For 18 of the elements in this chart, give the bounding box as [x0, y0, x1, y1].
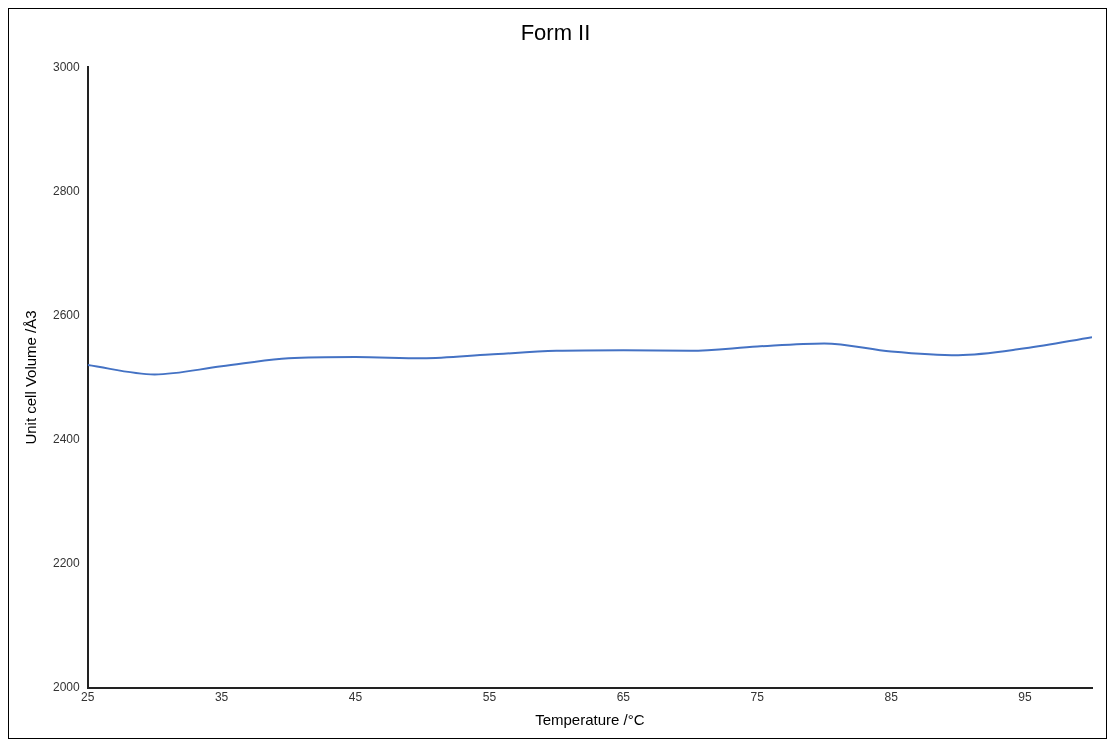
- x-tick-label: 95: [1018, 690, 1033, 705]
- x-tick-label: 25: [81, 690, 95, 705]
- x-tick-label: 75: [750, 690, 765, 705]
- x-tick-label: 35: [214, 690, 229, 705]
- y-tick-label: 2200: [52, 555, 81, 570]
- y-tick-label: 2800: [52, 183, 81, 198]
- x-tick-label: 55: [482, 690, 497, 705]
- x-tick-label: 65: [616, 690, 631, 705]
- x-tick-label: 45: [348, 690, 363, 705]
- y-tick-label: 2600: [52, 307, 81, 322]
- line-series: [87, 336, 1092, 376]
- y-tick-label: 2400: [52, 431, 81, 446]
- y-tick-label: 3000: [52, 59, 81, 74]
- y-axis-title: Unit cell Volume /Å3: [22, 310, 40, 445]
- x-tick-label: 85: [884, 690, 899, 705]
- y-tick-label: 2000: [52, 679, 81, 694]
- chart-title: Form II: [520, 20, 591, 46]
- x-axis-title: Temperature /°C: [535, 711, 645, 729]
